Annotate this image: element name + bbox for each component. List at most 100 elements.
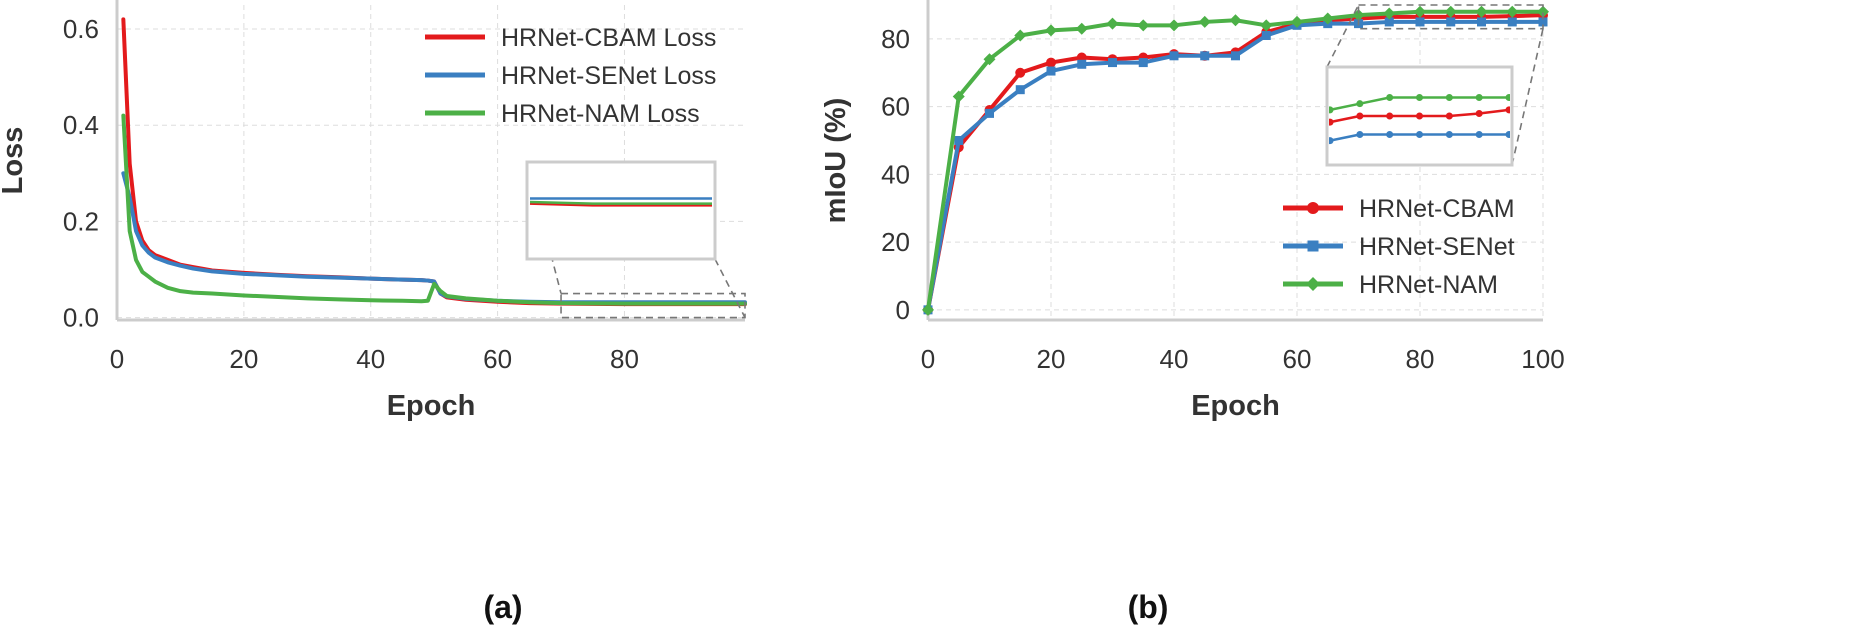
inset-point-red [1386, 112, 1394, 120]
main-point-blue [1477, 17, 1486, 27]
x-tick-label: 20 [229, 344, 258, 374]
inset-point-blue [1445, 130, 1453, 138]
inset-point-blue [1386, 130, 1394, 138]
inset-series-line-green [529, 200, 712, 205]
main-point-green [1321, 12, 1334, 25]
inset-point-red [1505, 106, 1510, 114]
zoom-region-box [1357, 4, 1544, 30]
x-tick-label: 60 [483, 344, 512, 374]
main-point-blue [985, 108, 994, 118]
inset-point-red [1356, 112, 1364, 120]
main-point-blue [1015, 85, 1025, 95]
main-point-green [1075, 22, 1088, 35]
main-point-blue [1446, 17, 1456, 27]
main-point-blue [1261, 30, 1271, 40]
inset-point-red [1475, 110, 1483, 118]
inset-point-green [1445, 94, 1453, 102]
figure-caption: (b) [1128, 589, 1169, 625]
main-point-blue [1108, 58, 1117, 68]
x-tick-label: 20 [1037, 344, 1066, 374]
legend: HRNet-CBAM Loss HRNet-SENet Loss HRNet-NAM… [425, 24, 716, 128]
main-point-blue [1169, 51, 1179, 61]
main-point-green [1444, 5, 1457, 18]
zoom-connector-line [1511, 28, 1544, 166]
legend-marker [1306, 277, 1320, 291]
main-point-green [952, 90, 965, 103]
main-point-green [1260, 19, 1273, 32]
legend-label: HRNet-SENet Loss [501, 62, 716, 90]
inset-point-green [1329, 106, 1334, 114]
inset-axes [1325, 65, 1514, 167]
main-point-green [1506, 5, 1519, 18]
inset-point-green [1505, 94, 1510, 102]
main-point-green [922, 303, 934, 316]
main-point-green [1014, 29, 1027, 42]
y-tick-label: 0.4 [63, 110, 99, 140]
y-tick-label: 0.6 [63, 14, 99, 44]
y-tick-label: 0.0 [63, 303, 99, 333]
x-tick-label: 0 [921, 344, 935, 374]
main-point-green [1106, 17, 1119, 30]
inset-axes [525, 160, 717, 261]
main-point-blue [1507, 17, 1517, 27]
main-series-line-green [121, 113, 747, 306]
main-point-green [1475, 5, 1488, 18]
x-tick-label: 60 [1283, 344, 1312, 374]
inset-point-green [1356, 100, 1364, 108]
y-tick-label: 40 [881, 159, 910, 189]
main-point-blue [1415, 17, 1425, 27]
figure-caption: (a) [483, 589, 522, 625]
main-point-red [1015, 67, 1026, 78]
main-point-blue [1384, 17, 1394, 27]
inset-point-blue [1329, 137, 1334, 145]
zoom-connector-line [714, 258, 746, 318]
inset-point-red [1416, 112, 1423, 120]
x-tick-label: 80 [1406, 344, 1435, 374]
inset-plot [529, 197, 712, 207]
main-point-blue [1231, 51, 1240, 61]
y-tick-label: 0 [896, 295, 910, 325]
inset-point-blue [1475, 130, 1483, 138]
main-point-green [983, 53, 996, 66]
main-point-green [1383, 7, 1396, 20]
x-tick-label: 100 [1521, 344, 1564, 374]
inset-plot [1329, 94, 1510, 145]
main-point-blue [1138, 58, 1148, 68]
y-axis-label: Loss [0, 127, 29, 195]
inset-series-line-red [529, 202, 712, 207]
main-point-green [1229, 14, 1242, 27]
zoom-region-box [560, 292, 746, 319]
main-point-blue [1077, 59, 1087, 69]
zoom-connector-line [526, 161, 562, 294]
main-point-green [1168, 19, 1180, 32]
inset-point-green [1416, 94, 1423, 102]
legend: HRNet-CBAM HRNet-SENet HRNet-NAM [1283, 195, 1515, 299]
legend-label: HRNet-SENet [1359, 233, 1515, 261]
main-point-blue [1538, 17, 1548, 27]
main-point-blue [1200, 51, 1210, 61]
legend-label: HRNet-CBAM [1359, 195, 1515, 223]
y-tick-label: 80 [881, 24, 910, 54]
legend-label: HRNet-NAM Loss [501, 100, 700, 128]
chart-b: 0 20 40 60 80 100 0 20 40 60 80 Epoch mIoU (%) HRNet-… [820, 0, 1565, 625]
y-tick-label: 20 [881, 227, 910, 257]
inset-point-blue [1505, 130, 1510, 138]
legend-marker [1307, 202, 1319, 214]
inset-point-red [1445, 112, 1453, 120]
x-tick-label: 80 [610, 344, 639, 374]
main-point-green [1291, 15, 1303, 28]
main-point-green [1045, 24, 1057, 37]
inset-frame [525, 160, 717, 261]
main-point-green [1414, 5, 1426, 18]
y-axis-label: mIoU (%) [820, 98, 852, 224]
legend-label: HRNet-NAM [1359, 271, 1498, 299]
x-axis-label: Epoch [1191, 390, 1280, 422]
inset-point-blue [1416, 130, 1423, 138]
main-point-green [1198, 15, 1211, 28]
chart-a: 0 20 40 60 80 0.0 0.2 0.4 0.6 Epoch Loss HRNet-CBAM… [0, 0, 747, 625]
y-tick-label: 60 [881, 92, 910, 122]
inset-point-red [1329, 118, 1334, 126]
main-point-green [1537, 5, 1549, 18]
inset-point-green [1386, 94, 1394, 102]
